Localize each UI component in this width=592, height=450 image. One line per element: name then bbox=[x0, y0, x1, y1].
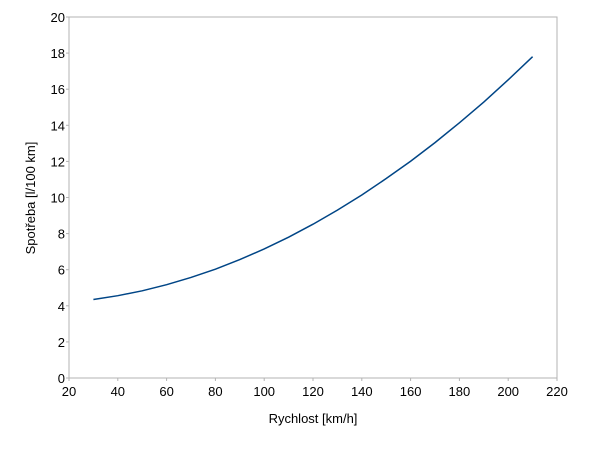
x-tick-label: 100 bbox=[253, 384, 275, 399]
y-axis-label: Spotřeba [l/100 km] bbox=[23, 142, 38, 255]
x-tick-label: 120 bbox=[302, 384, 324, 399]
y-tick-label: 12 bbox=[51, 154, 65, 169]
plot-frame bbox=[68, 16, 558, 379]
y-tick-label: 2 bbox=[58, 335, 65, 350]
x-tick-label: 20 bbox=[62, 384, 76, 399]
x-tick-label: 160 bbox=[400, 384, 422, 399]
x-tick-label: 200 bbox=[497, 384, 519, 399]
y-tick-label: 18 bbox=[51, 46, 65, 61]
x-tick-label: 60 bbox=[159, 384, 173, 399]
y-tick-label: 20 bbox=[51, 10, 65, 25]
x-tick-label: 180 bbox=[449, 384, 471, 399]
y-tick-label: 14 bbox=[51, 118, 65, 133]
y-tick-label: 8 bbox=[58, 227, 65, 242]
y-tick-label: 6 bbox=[58, 263, 65, 278]
y-tick-label: 10 bbox=[51, 191, 65, 206]
x-tick-label: 40 bbox=[111, 384, 125, 399]
y-tick-label: 4 bbox=[58, 299, 65, 314]
data-line bbox=[93, 56, 534, 301]
x-axis-label: Rychlost [km/h] bbox=[269, 411, 358, 426]
x-tick-label: 80 bbox=[208, 384, 222, 399]
y-tick-label: 0 bbox=[58, 371, 65, 386]
x-tick-label: 140 bbox=[351, 384, 373, 399]
x-tick-label: 220 bbox=[546, 384, 568, 399]
y-tick-label: 16 bbox=[51, 82, 65, 97]
